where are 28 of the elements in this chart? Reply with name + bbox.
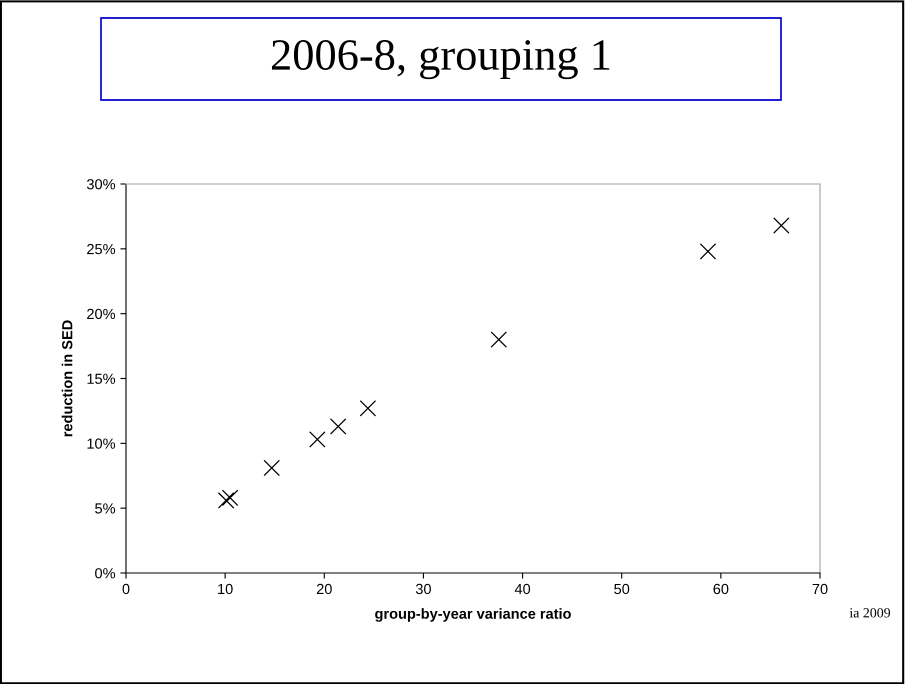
point [700,243,716,260]
x-tick-label: 40 [514,584,530,594]
point [263,460,280,476]
chart-title: 2006-8, grouping 1 [272,40,610,80]
point [222,490,238,506]
y-tick-label: 0% [95,568,116,578]
y-tick-label: 10% [88,438,116,449]
x-tick-label: 30 [416,584,431,594]
point [490,331,508,348]
y-tick-label: 20% [87,308,116,320]
y-tick-label: 30% [86,179,116,190]
y-tick-label: 25% [87,244,116,254]
x-axis-title: group-by-year variance ratio [375,608,571,622]
point [218,492,234,509]
text: ia 2009 [850,608,890,618]
y-axis-title: reduction in SED [62,320,72,436]
point [309,431,326,448]
x-tick-label: 20 [316,584,332,594]
x-tick-label: 70 [812,584,828,594]
y-tick-label: 15% [88,374,116,384]
point [360,400,376,417]
x-tick-label: 50 [614,584,630,594]
x-tick-label: 0 [122,584,130,594]
x-tick-label: 10 [218,584,233,594]
y-tick-label: 5% [95,503,116,514]
point [330,418,346,435]
x-tick-label: 60 [713,584,728,594]
point [773,217,790,234]
